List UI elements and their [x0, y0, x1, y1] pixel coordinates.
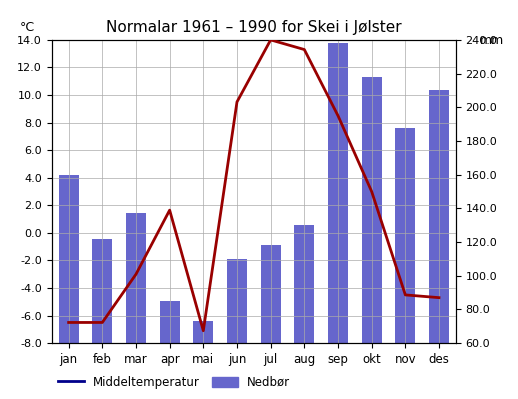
Bar: [261, 245, 281, 399]
Bar: [294, 225, 314, 399]
Legend: Middeltemperatur, Nedbør: Middeltemperatur, Nedbør: [57, 376, 291, 389]
Y-axis label: °C: °C: [20, 21, 35, 34]
Bar: [429, 91, 449, 399]
Bar: [59, 175, 79, 399]
Bar: [328, 43, 348, 399]
Bar: [395, 128, 415, 399]
Title: Normalar 1961 – 1990 for Skei i Jølster: Normalar 1961 – 1990 for Skei i Jølster: [106, 20, 401, 35]
Bar: [126, 213, 146, 399]
Bar: [92, 239, 112, 399]
Bar: [160, 301, 180, 399]
Bar: [362, 77, 382, 399]
Bar: [227, 259, 247, 399]
Bar: [193, 321, 213, 399]
Y-axis label: mm: mm: [480, 34, 505, 47]
